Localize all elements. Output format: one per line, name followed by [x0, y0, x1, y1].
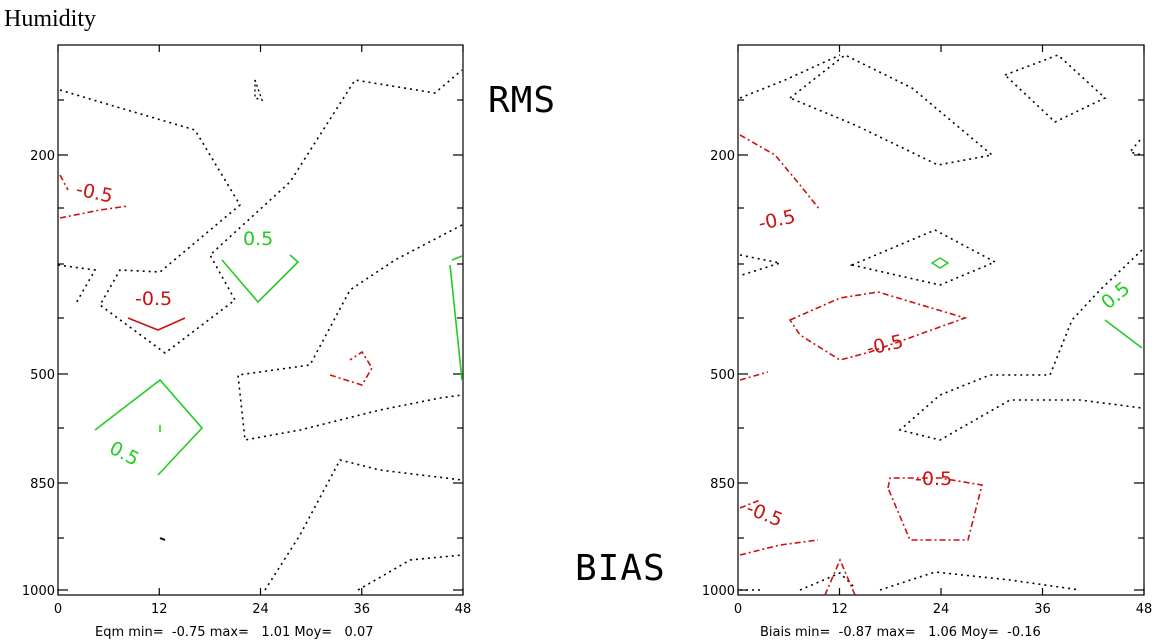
y-tick-label: 500: [710, 368, 735, 383]
contour-line-zero: [799, 572, 856, 591]
contour-label: 0.5: [243, 228, 273, 250]
plot-frame: [737, 44, 1145, 596]
y-tick-label: 1000: [22, 584, 55, 599]
bias-label: BIAS: [575, 548, 666, 589]
contour-line-negative: [739, 499, 761, 509]
contour-label: -0.5: [864, 331, 905, 360]
contour-line-negative: [824, 557, 856, 596]
x-tick-label: 48: [1136, 602, 1153, 617]
page-title: Humidity: [4, 6, 97, 32]
contour-line-negative: [59, 174, 69, 191]
rms-label: RMS: [488, 80, 557, 121]
contour-line-negative: [127, 317, 186, 331]
contour-line-positive: [94, 378, 204, 476]
contour-line-negative: [788, 291, 968, 361]
contour-line-positive: [1104, 319, 1143, 349]
contour-line-negative: [59, 205, 129, 219]
contour-line-zero: [159, 537, 166, 541]
contour-label: -0.5: [743, 497, 786, 531]
axis-ticks: 0 12 24 36 48 200 500 850 1000: [22, 45, 471, 617]
y-tick-label: 850: [710, 477, 735, 492]
contour-line-negative: [739, 134, 821, 211]
contour-line-zero: [1128, 139, 1143, 156]
contour-line-zero: [264, 459, 463, 591]
x-tick-label: 36: [353, 602, 370, 617]
contour-line-zero: [1003, 54, 1107, 123]
contour-label: 0.5: [1097, 278, 1134, 314]
contour-line-zero: [788, 54, 994, 166]
contour-line-positive: [449, 255, 463, 381]
contour-line-zero: [357, 554, 463, 591]
contour-line-zero: [898, 249, 1143, 441]
contour-line-zero: [849, 229, 997, 286]
x-tick-label: 0: [54, 602, 62, 617]
x-tick-label: 36: [1034, 602, 1051, 617]
contour-line-zero: [57, 264, 97, 306]
x-tick-label: 48: [455, 602, 472, 617]
contour-line-positive: [930, 257, 950, 269]
y-tick-label: 500: [30, 368, 55, 383]
contour-label: -0.5: [756, 206, 797, 235]
contour-line-zero: [739, 54, 841, 99]
contour-line-negative: [887, 477, 983, 541]
contour-label: -0.5: [135, 288, 172, 310]
contour-line-zero: [254, 79, 264, 102]
contour-line-positive: [221, 254, 300, 304]
contour-lines: [57, 69, 463, 591]
contour-lines: [739, 54, 1143, 596]
contour-line-zero: [237, 224, 463, 441]
x-tick-label: 24: [933, 602, 950, 617]
contour-line-negative: [739, 371, 769, 381]
y-tick-label: 850: [30, 477, 55, 492]
axis-ticks: 0 12 24 36 48 200 500 850 1000: [702, 45, 1152, 617]
contour-label: -0.5: [915, 468, 952, 490]
x-tick-label: 0: [734, 602, 742, 617]
chart-stats: Eqm min= -0.75 max= 1.01 Moy= 0.07: [95, 625, 374, 640]
x-tick-label: 12: [831, 602, 848, 617]
contour-line-zero: [739, 254, 781, 276]
contour-line-negative: [739, 539, 819, 556]
x-tick-label: 12: [151, 602, 168, 617]
x-tick-label: 24: [252, 602, 269, 617]
y-tick-label: 1000: [702, 584, 735, 599]
chart-stats: Biais min= -0.87 max= 1.06 Moy= -0.16: [760, 625, 1041, 640]
y-tick-label: 200: [30, 149, 55, 164]
y-tick-label: 200: [710, 149, 735, 164]
contour-line-zero: [879, 571, 1081, 591]
